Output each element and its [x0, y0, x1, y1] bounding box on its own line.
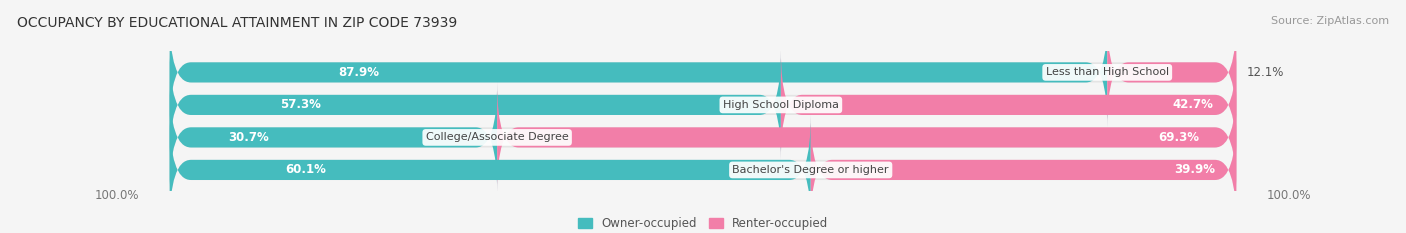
- FancyBboxPatch shape: [170, 50, 780, 160]
- FancyBboxPatch shape: [170, 50, 1236, 160]
- Text: Less than High School: Less than High School: [1046, 67, 1168, 77]
- Text: 12.1%: 12.1%: [1247, 66, 1284, 79]
- FancyBboxPatch shape: [1108, 17, 1236, 127]
- Text: 57.3%: 57.3%: [280, 98, 321, 111]
- Text: 60.1%: 60.1%: [285, 163, 326, 176]
- Text: Source: ZipAtlas.com: Source: ZipAtlas.com: [1271, 16, 1389, 26]
- FancyBboxPatch shape: [780, 50, 1236, 160]
- FancyBboxPatch shape: [170, 17, 1236, 127]
- FancyBboxPatch shape: [170, 115, 1236, 225]
- FancyBboxPatch shape: [811, 115, 1236, 225]
- Text: 87.9%: 87.9%: [339, 66, 380, 79]
- Text: Bachelor's Degree or higher: Bachelor's Degree or higher: [733, 165, 889, 175]
- Text: OCCUPANCY BY EDUCATIONAL ATTAINMENT IN ZIP CODE 73939: OCCUPANCY BY EDUCATIONAL ATTAINMENT IN Z…: [17, 16, 457, 30]
- Text: High School Diploma: High School Diploma: [723, 100, 839, 110]
- Text: 69.3%: 69.3%: [1159, 131, 1199, 144]
- Legend: Owner-occupied, Renter-occupied: Owner-occupied, Renter-occupied: [578, 217, 828, 230]
- Text: 42.7%: 42.7%: [1173, 98, 1213, 111]
- Text: 100.0%: 100.0%: [96, 189, 139, 202]
- Text: 100.0%: 100.0%: [1267, 189, 1310, 202]
- FancyBboxPatch shape: [170, 82, 1236, 192]
- Text: College/Associate Degree: College/Associate Degree: [426, 132, 568, 142]
- Text: 39.9%: 39.9%: [1174, 163, 1215, 176]
- FancyBboxPatch shape: [170, 82, 498, 192]
- FancyBboxPatch shape: [170, 17, 1108, 127]
- Text: 30.7%: 30.7%: [229, 131, 270, 144]
- FancyBboxPatch shape: [498, 82, 1236, 192]
- FancyBboxPatch shape: [170, 115, 811, 225]
